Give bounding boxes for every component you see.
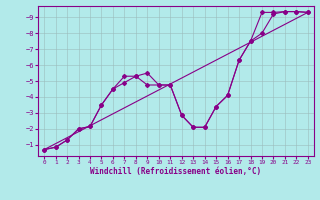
X-axis label: Windchill (Refroidissement éolien,°C): Windchill (Refroidissement éolien,°C) (91, 167, 261, 176)
